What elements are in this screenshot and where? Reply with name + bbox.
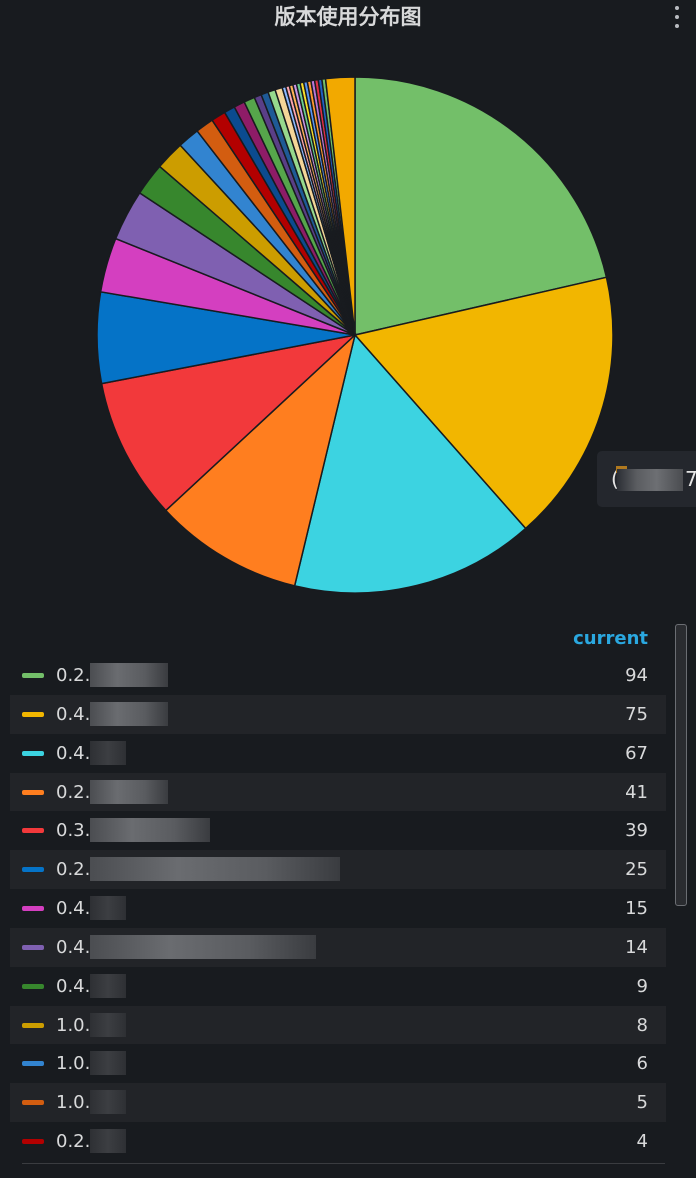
legend-row[interactable]: 0.2. 25: [10, 850, 666, 890]
vertical-dots-icon[interactable]: [672, 6, 682, 28]
redacted-label: [90, 1129, 126, 1154]
legend-scrollbar[interactable]: [675, 624, 687, 906]
legend-row[interactable]: 0.3. 39: [10, 811, 666, 850]
legend-label: 0.4.: [56, 898, 91, 920]
pie-slice[interactable]: [353, 276, 614, 530]
panel-title: 版本使用分布图: [274, 5, 422, 29]
pie-slice[interactable]: [324, 76, 356, 336]
pie-slice[interactable]: [354, 76, 608, 336]
redacted-label: [90, 818, 210, 843]
legend-row[interactable]: 1.0. 6: [10, 1044, 666, 1083]
legend-divider: [22, 1163, 665, 1164]
legend-label: 0.4.: [56, 975, 91, 997]
legend-row[interactable]: 0.2. 4: [10, 1122, 666, 1161]
legend-row[interactable]: 1.0. 5: [10, 1083, 666, 1123]
legend-row[interactable]: 0.4. 9: [10, 967, 666, 1006]
legend-label: 0.2.: [56, 1131, 91, 1153]
tooltip-text-start: (: [611, 467, 619, 491]
pie-slice[interactable]: [293, 333, 527, 594]
redacted-label: [90, 1090, 126, 1115]
tooltip-redacted-label: [617, 469, 683, 491]
pie-slice[interactable]: [164, 332, 357, 587]
legend-label: 0.2.: [56, 665, 91, 686]
legend-value: 67: [625, 742, 648, 764]
legend-row[interactable]: 1.0. 8: [10, 1005, 666, 1045]
legend-row[interactable]: 0.4. 75: [10, 694, 666, 734]
legend-color-swatch: [22, 1061, 44, 1067]
legend-value: 39: [625, 820, 648, 842]
legend-row[interactable]: 0.2. 94: [10, 656, 666, 695]
legend-label: 0.3.: [56, 820, 91, 842]
legend-value: 8: [636, 1014, 648, 1036]
legend-label: 0.4.: [56, 936, 91, 958]
redacted-label: [90, 1051, 126, 1076]
legend-table: current 0.2. 94 0.4. 75 0.4. 67 0.2. 41 0.3. 39 0.…: [10, 622, 666, 1161]
pie-slice[interactable]: [100, 333, 358, 512]
legend-row[interactable]: 0.2. 41: [10, 772, 666, 812]
redacted-label: [90, 934, 316, 959]
legend-value: 14: [625, 936, 648, 958]
pie-chart: [96, 76, 614, 594]
legend-value: 9: [636, 975, 648, 997]
legend-row[interactable]: 0.4. 14: [10, 927, 666, 967]
legend-row[interactable]: 0.4. 15: [10, 889, 666, 928]
legend-color-swatch: [22, 1022, 44, 1028]
legend-color-swatch: [22, 828, 44, 834]
legend-label: 0.4.: [56, 703, 91, 725]
legend-label: 1.0.: [56, 1053, 91, 1075]
legend-label: 0.2.: [56, 859, 91, 881]
legend-value: 41: [625, 781, 648, 803]
legend-header-current[interactable]: current: [573, 628, 648, 649]
redacted-label: [90, 779, 168, 804]
redacted-label: [90, 1012, 126, 1037]
legend-label: 1.0.: [56, 1014, 91, 1036]
legend-value: 25: [625, 859, 648, 881]
legend-color-swatch: [22, 906, 44, 912]
legend-value: 6: [636, 1053, 648, 1075]
legend-color-swatch: [22, 750, 44, 756]
legend-row[interactable]: 0.4. 67: [10, 734, 666, 773]
legend-value: 15: [625, 898, 648, 920]
tooltip-text-end: 7: [685, 467, 696, 491]
legend-color-swatch: [22, 1100, 44, 1106]
redacted-label: [90, 701, 168, 726]
legend-color-swatch: [22, 673, 44, 678]
legend-value: 75: [625, 703, 648, 725]
legend-color-swatch: [22, 1139, 44, 1145]
redacted-label: [90, 896, 126, 921]
legend-value: 94: [625, 665, 648, 686]
legend-label: 0.4.: [56, 742, 91, 764]
redacted-label: [90, 857, 340, 882]
legend-color-swatch: [22, 711, 44, 717]
redacted-label: [90, 973, 126, 998]
redacted-label: [90, 663, 168, 687]
legend-value: 4: [636, 1131, 648, 1153]
legend-label: 0.2.: [56, 781, 91, 803]
legend-color-swatch: [22, 789, 44, 795]
redacted-label: [90, 740, 126, 765]
legend-color-swatch: [22, 983, 44, 989]
legend-value: 5: [636, 1092, 648, 1114]
legend-color-swatch: [22, 944, 44, 950]
pie-tooltip: ( 7: [597, 451, 696, 507]
legend-color-swatch: [22, 867, 44, 873]
legend-label: 1.0.: [56, 1092, 91, 1114]
